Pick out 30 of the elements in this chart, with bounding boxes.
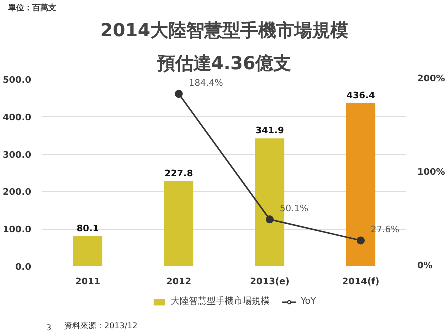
- y-tick-label: 500.0: [3, 76, 32, 86]
- y-tick-label: 400.0: [3, 113, 32, 124]
- x-tick-label: 2011: [75, 278, 101, 288]
- y2-tick-label: 100%: [418, 168, 446, 178]
- y-tick-label: 100.0: [3, 226, 32, 236]
- data-label: 80.1: [76, 224, 100, 235]
- source-note: 資料來源：2013/12: [64, 322, 138, 330]
- chart-title: 2014大陸智慧型手機市場規模: [100, 20, 349, 42]
- legend-label: 大陸智慧型手機市場規模: [171, 296, 270, 308]
- text: 3: [46, 324, 52, 332]
- x-tick-label: 2013(e): [250, 278, 290, 288]
- legend-label: YoY: [301, 296, 318, 306]
- data-label: 227.8: [164, 169, 194, 180]
- bar: [164, 181, 194, 266]
- y2-tick-label: 0%: [418, 262, 433, 272]
- x-tick-label: 2014(f): [342, 278, 380, 288]
- data-label: 341.9: [256, 126, 284, 137]
- chart-subtitle: 預估達4.36億支: [156, 54, 292, 74]
- point: [357, 236, 365, 245]
- data-label: 436.4: [346, 91, 376, 102]
- bar: [73, 236, 103, 266]
- y-tick-label: 300.0: [3, 150, 32, 161]
- x-tick-label: 2012: [166, 278, 192, 288]
- point: [266, 216, 274, 224]
- text: 單位：百萬支: [8, 4, 56, 12]
- y2-tick-label: 200%: [418, 74, 446, 84]
- data-label: 184.4%: [189, 79, 224, 90]
- y-tick-label: 0.0: [16, 263, 32, 273]
- y-tick-label: 200.0: [3, 188, 32, 198]
- point: [175, 90, 183, 98]
